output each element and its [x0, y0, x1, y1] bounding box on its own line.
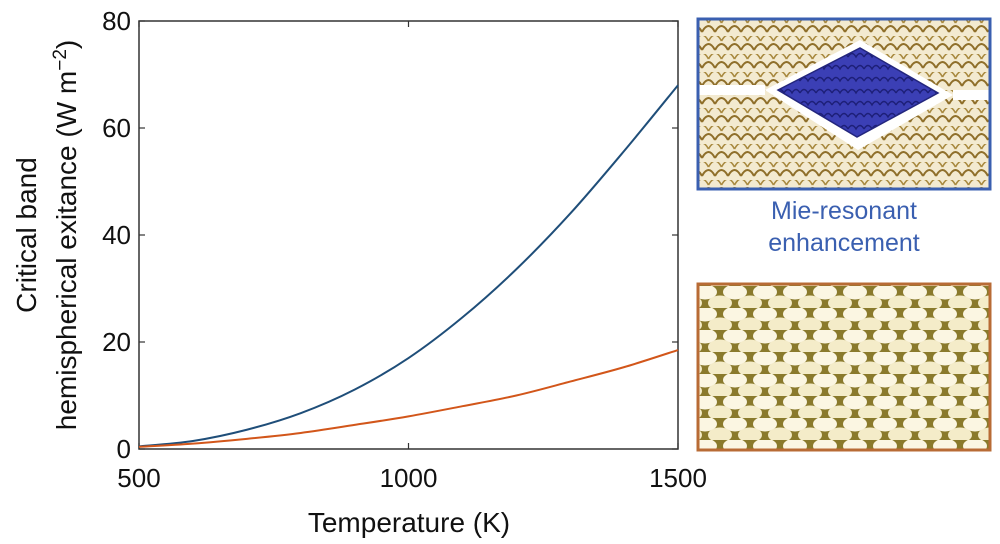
x-tick-label: 1000: [380, 463, 438, 493]
axis-ticks: [138, 20, 679, 450]
x-tick-label: 500: [117, 463, 160, 493]
bottom-panel-border: [696, 282, 992, 452]
panel-caption-line2: enhancement: [768, 229, 920, 257]
y-tick-label: 60: [102, 113, 131, 143]
series-layer: [138, 84, 679, 448]
mie-resonant-panel: [696, 17, 992, 191]
y-axis-title-superscript: −2: [50, 49, 71, 71]
y-tick-label: 20: [102, 327, 131, 357]
y-tick-label: 0: [117, 434, 131, 464]
x-tick-label: 1500: [649, 463, 707, 493]
y-axis-title-close: ): [51, 40, 82, 49]
plot-frame: [138, 20, 679, 450]
y-axis-title-line1: Critical band: [11, 157, 42, 313]
panel-caption-line1: Mie-resonant: [771, 197, 917, 225]
series-line-1: [138, 349, 679, 448]
perforated-panel: [696, 282, 992, 452]
series-line-0: [138, 84, 679, 448]
resonant-patch: [776, 47, 940, 138]
axis-tick-labels: 500 1000 1500 0 20 40 60 80: [102, 6, 707, 493]
x-axis-title: Temperature (K): [308, 507, 510, 538]
top-panel-border: [696, 17, 992, 191]
y-axis-title-line2: hemispherical exitance (W m−2): [50, 40, 83, 430]
y-tick-label: 80: [102, 6, 131, 36]
y-tick-label: 40: [102, 220, 131, 250]
y-axis-title-main: hemispherical exitance (W m: [51, 71, 82, 430]
